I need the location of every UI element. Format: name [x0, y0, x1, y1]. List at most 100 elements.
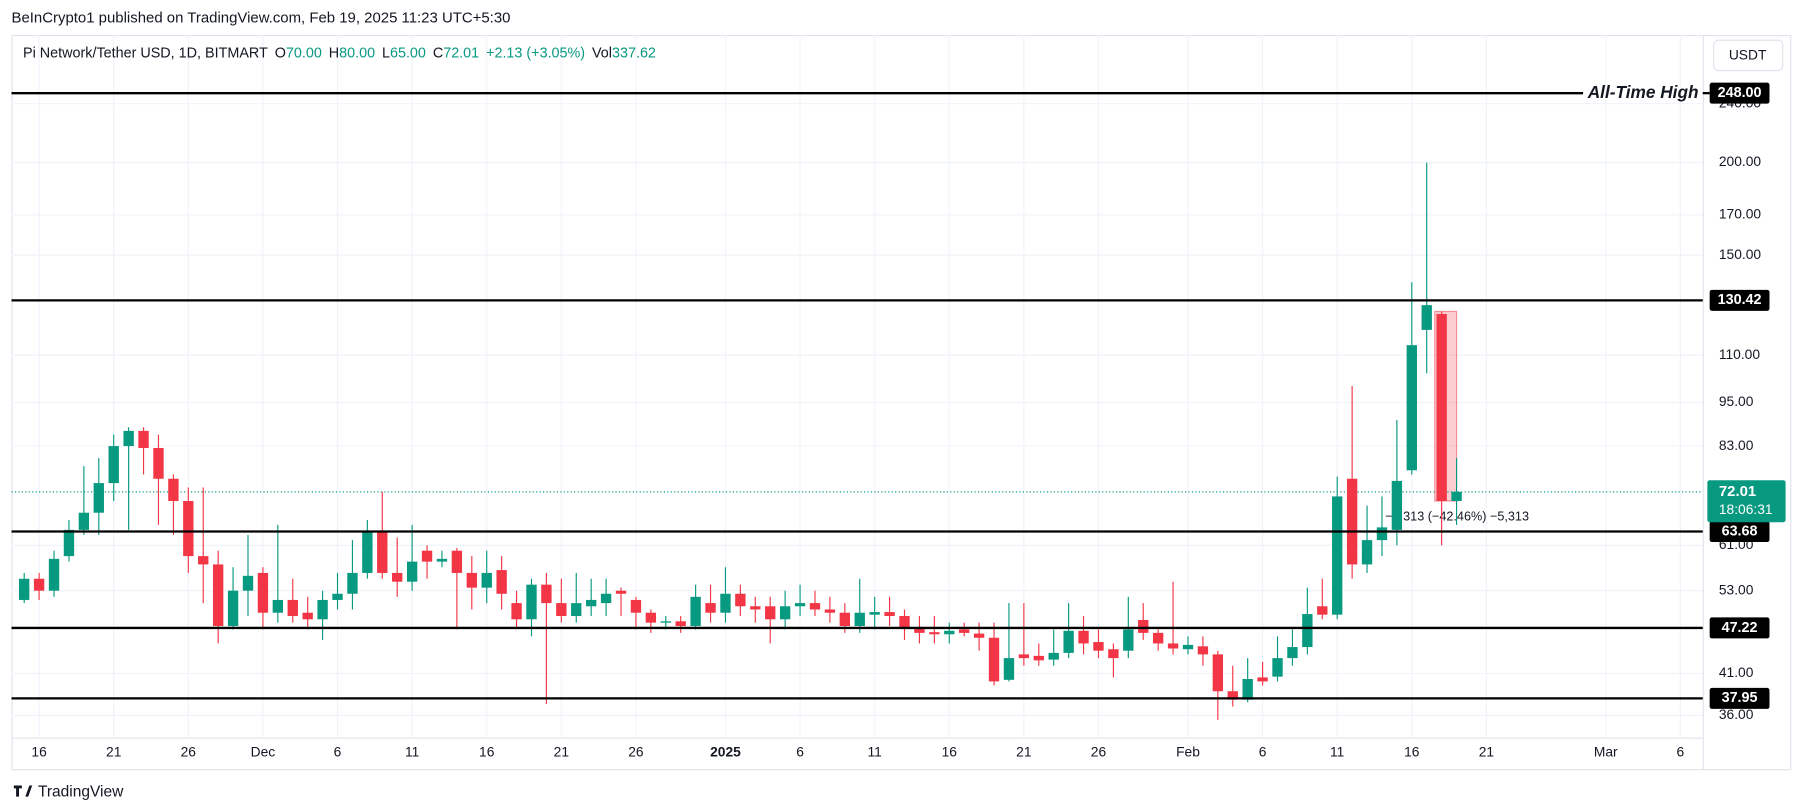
currency-button-box[interactable]	[1713, 39, 1784, 72]
y-tick-label: 200.00	[1719, 153, 1761, 169]
candle-body	[1123, 629, 1134, 651]
candle-body	[959, 629, 970, 633]
symbol-info-text: Pi Network/Tether USD, 1D, BITMART O70.00…	[23, 45, 656, 61]
candle-body	[1302, 614, 1313, 648]
ohlc-key: C	[433, 45, 443, 61]
candle-body	[899, 615, 910, 629]
candle-body	[123, 430, 134, 447]
candle-body	[1152, 632, 1164, 644]
candle-body	[1242, 679, 1253, 700]
candle-body	[630, 599, 642, 613]
candle-body	[19, 578, 30, 600]
candle-body	[1197, 646, 1209, 655]
candle-body	[1212, 654, 1224, 692]
candle-body	[1332, 496, 1343, 615]
symbol-info: Pi Network/Tether USD, 1D, BITMART O70.00…	[23, 45, 656, 61]
x-tick-label: 6	[796, 743, 804, 759]
ohlc-value: 80.00	[339, 45, 375, 61]
candle-body	[541, 584, 552, 604]
x-tick-label: 16	[942, 743, 958, 759]
y-tick-label: 95.00	[1719, 393, 1754, 409]
candle-body	[406, 561, 418, 582]
candle-body	[1421, 305, 1432, 330]
level-label-box	[1709, 617, 1770, 639]
candle-body	[1317, 606, 1328, 615]
level-label-box	[1709, 289, 1770, 311]
candle-body	[600, 593, 612, 604]
candle-body	[1108, 649, 1119, 659]
ohlc-value: 72.01	[443, 45, 479, 61]
level-label: 63.68	[1722, 523, 1758, 539]
candle-body	[1436, 314, 1447, 501]
candle-body	[93, 483, 104, 513]
x-tick-label: 26	[181, 743, 197, 759]
candle-body	[914, 628, 925, 633]
x-tick-label: 6	[334, 743, 342, 759]
x-tick-label: 21	[106, 743, 122, 759]
currency-button[interactable]: USDT	[1713, 39, 1784, 72]
candle-body	[988, 637, 1000, 682]
y-tick-label: 83.00	[1719, 437, 1754, 453]
candle-body	[929, 632, 940, 635]
candle-body	[153, 448, 164, 479]
candle-body	[1287, 647, 1298, 659]
candle-body	[63, 529, 75, 557]
footer: TradingView	[13, 784, 124, 801]
ohlc-value: 65.00	[390, 45, 426, 61]
candle-body	[257, 572, 269, 613]
levels: All-Time High 248.00 130.42 63.68 47.22 37.95…	[11, 82, 1786, 709]
candle-body	[347, 572, 358, 594]
candle-body	[436, 558, 448, 562]
candle-body	[1257, 677, 1268, 682]
x-tick-label: 11	[405, 743, 420, 759]
candle-body	[496, 570, 507, 594]
candle-body	[302, 612, 313, 620]
candle-body	[1376, 527, 1388, 541]
candle-body	[421, 550, 433, 562]
grid: 16 21 26 Dec 6 11 16 21 26 2025 6 11 16 21 26 Feb 6 11 16 2…	[11, 35, 1761, 760]
candle-body	[78, 512, 90, 530]
y-tick-label: 41.00	[1719, 664, 1754, 680]
candle-body	[33, 578, 45, 591]
last-price-box	[1707, 480, 1786, 523]
candle-body	[884, 612, 895, 616]
candle-body	[735, 593, 746, 607]
ohlc-key: O	[275, 45, 286, 61]
y-tick-label: 170.00	[1719, 206, 1761, 222]
candle-body	[615, 590, 627, 594]
candle-body	[1406, 345, 1417, 471]
level-label-box	[1709, 520, 1770, 543]
level-label-box	[1709, 82, 1770, 104]
candle-body	[1361, 540, 1373, 565]
x-tick-label: 6	[1259, 743, 1267, 759]
x-tick-label: 21	[1479, 743, 1495, 759]
candle-body	[720, 593, 731, 613]
candle-body	[138, 430, 149, 449]
candle-body	[944, 630, 955, 635]
candle-body	[272, 599, 284, 613]
candle-body	[466, 572, 477, 588]
x-tick-label: Feb	[1176, 743, 1200, 759]
candle-body	[511, 603, 522, 620]
candle-body	[48, 558, 60, 591]
candle-body	[287, 599, 298, 616]
candle-body	[212, 564, 224, 627]
publisher-line: BeInCrypto1 published on TradingView.com…	[12, 10, 511, 27]
candle-body	[1391, 480, 1403, 530]
level-label: 130.42	[1718, 292, 1762, 308]
candle-body	[1003, 658, 1015, 680]
y-tick-label: 110.00	[1719, 346, 1760, 362]
last-price-label: 72.01	[1719, 483, 1756, 500]
x-tick-label: 21	[554, 743, 570, 759]
candle-body	[839, 612, 850, 627]
change: +2.13 (+3.05%)	[486, 45, 585, 61]
candle-body	[526, 584, 537, 620]
x-tick-label: Mar	[1594, 743, 1618, 759]
candle-body	[198, 556, 209, 565]
x-tick-label: Dec	[251, 743, 276, 759]
candle-body	[824, 609, 836, 613]
x-tick-label: 11	[868, 743, 883, 759]
candle-body	[794, 603, 806, 607]
currency-button-label[interactable]: USDT	[1729, 47, 1767, 63]
